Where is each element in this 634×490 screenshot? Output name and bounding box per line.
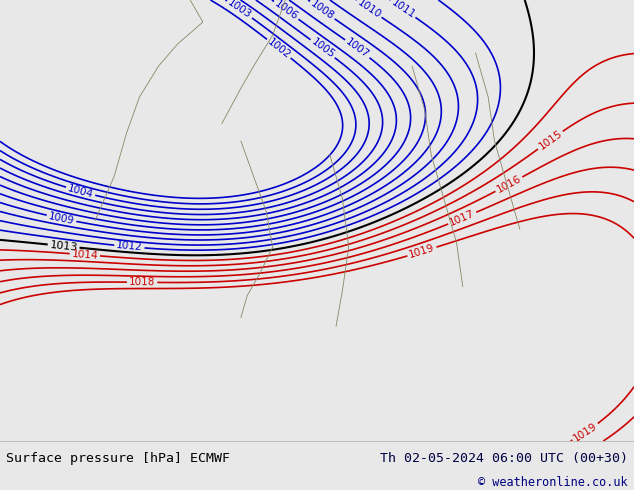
Text: 1007: 1007 [344, 37, 371, 60]
Text: 1015: 1015 [537, 128, 564, 152]
Text: 1003: 1003 [226, 0, 253, 21]
Text: © weatheronline.co.uk: © weatheronline.co.uk [478, 476, 628, 489]
Text: 1019: 1019 [571, 421, 599, 443]
Text: 1002: 1002 [266, 37, 292, 61]
Text: Th 02-05-2024 06:00 UTC (00+30): Th 02-05-2024 06:00 UTC (00+30) [380, 452, 628, 465]
Text: 1011: 1011 [389, 0, 417, 21]
Text: 1004: 1004 [67, 183, 94, 200]
Text: 1008: 1008 [309, 0, 336, 22]
Text: 1009: 1009 [48, 211, 75, 226]
Text: 1006: 1006 [273, 0, 300, 22]
Text: 1005: 1005 [309, 37, 336, 60]
Text: 1010: 1010 [355, 0, 383, 21]
Text: 1016: 1016 [495, 173, 523, 195]
Text: 1013: 1013 [49, 240, 78, 252]
Text: 1014: 1014 [71, 249, 98, 261]
Text: 1017: 1017 [448, 208, 476, 228]
Text: 1019: 1019 [408, 243, 436, 260]
Text: 1012: 1012 [116, 241, 143, 253]
Text: 1018: 1018 [129, 277, 155, 288]
Text: Surface pressure [hPa] ECMWF: Surface pressure [hPa] ECMWF [6, 452, 230, 465]
